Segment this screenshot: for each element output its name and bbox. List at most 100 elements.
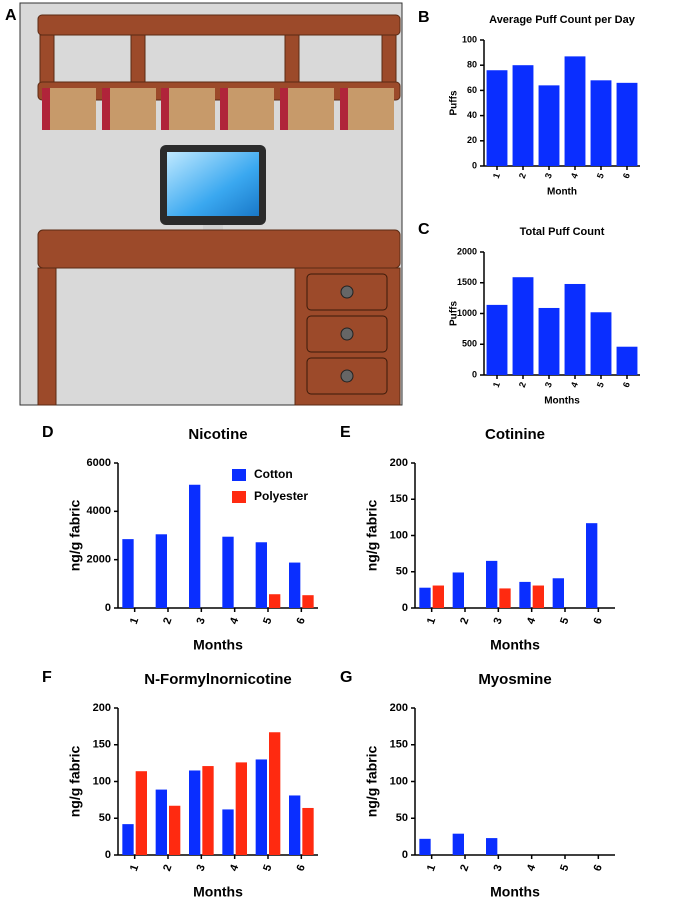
bar	[302, 807, 314, 855]
y-tick-label: 0	[472, 369, 477, 379]
y-tick-label: 1000	[457, 308, 477, 318]
y-axis-label: ng/g fabric	[364, 500, 380, 572]
x-tick-label: 5	[261, 863, 274, 873]
bar	[289, 562, 301, 608]
chart-title: Average Puff Count per Day	[489, 14, 636, 26]
x-tick-label: 4	[228, 615, 242, 626]
x-tick-label: 6	[621, 381, 632, 389]
chart-title: Nicotine	[188, 426, 247, 443]
y-tick-label: 0	[105, 602, 111, 614]
x-tick-label: 5	[595, 381, 606, 389]
bar	[616, 346, 638, 375]
chart-title: Myosmine	[478, 671, 551, 688]
panel-label: D	[42, 424, 54, 441]
x-tick-label: 6	[592, 863, 605, 873]
bar	[519, 581, 531, 608]
y-axis-label: Puffs	[449, 301, 460, 326]
bar	[512, 277, 534, 375]
y-tick-label: 200	[390, 457, 408, 469]
shelf-top	[37, 14, 401, 36]
book	[42, 88, 96, 130]
x-tick-label: 4	[569, 172, 580, 180]
book	[340, 88, 348, 130]
y-tick-label: 40	[467, 110, 477, 120]
panel-label: G	[340, 669, 352, 686]
shelf-post	[130, 34, 146, 84]
x-tick-label: 6	[295, 863, 308, 873]
bar	[452, 572, 464, 608]
bar	[586, 523, 598, 608]
bar	[499, 588, 511, 608]
screen	[167, 152, 259, 216]
bar	[202, 766, 214, 855]
bar	[155, 789, 167, 855]
y-tick-label: 200	[390, 702, 408, 714]
y-tick-label: 50	[396, 566, 408, 578]
x-axis-label: Months	[193, 637, 243, 653]
y-tick-label: 4000	[87, 505, 111, 517]
book	[102, 88, 156, 130]
x-tick-label: 3	[195, 616, 208, 626]
desk-top	[37, 229, 401, 269]
bar	[302, 595, 314, 608]
bar	[590, 80, 612, 166]
y-tick-label: 50	[396, 812, 408, 824]
book	[280, 88, 334, 130]
bar	[122, 539, 134, 608]
bar	[564, 283, 586, 375]
x-tick-label: 6	[295, 616, 308, 626]
chart-title: N-Formylnornicotine	[144, 671, 292, 688]
bar	[289, 795, 301, 855]
y-tick-label: 150	[390, 739, 408, 751]
x-tick-label: 2	[458, 863, 471, 873]
bar	[235, 762, 247, 855]
book	[220, 88, 228, 130]
bar	[452, 833, 464, 855]
y-tick-label: 0	[402, 849, 408, 861]
x-tick-label: 2	[161, 616, 174, 626]
bar	[255, 542, 267, 608]
bar	[269, 732, 281, 855]
panel-label: B	[418, 9, 430, 26]
y-axis-label: ng/g fabric	[67, 746, 83, 818]
x-axis-label: Months	[193, 884, 243, 900]
book	[161, 88, 169, 130]
book	[42, 88, 50, 130]
bar	[169, 805, 181, 855]
bar	[538, 85, 560, 166]
bar	[135, 771, 147, 855]
drawer-knob	[340, 369, 354, 383]
shelf-post	[284, 34, 300, 84]
y-tick-label: 0	[472, 160, 477, 170]
y-tick-label: 100	[390, 775, 408, 787]
y-tick-label: 50	[99, 812, 111, 824]
x-tick-label: 1	[128, 616, 141, 626]
x-axis-label: Months	[490, 637, 540, 653]
chart-title: Total Puff Count	[520, 226, 605, 238]
x-tick-label: 1	[425, 863, 438, 873]
x-axis-label: Month	[547, 187, 577, 198]
book	[340, 88, 394, 130]
chart-title: Cotinine	[485, 426, 545, 443]
bar	[155, 534, 167, 608]
shelf-post	[381, 34, 397, 84]
bar	[486, 304, 508, 375]
y-tick-label: 100	[462, 34, 477, 44]
x-tick-label: 4	[569, 381, 580, 389]
y-tick-label: 20	[467, 135, 477, 145]
bar	[486, 838, 498, 855]
y-tick-label: 0	[402, 602, 408, 614]
x-tick-label: 5	[558, 616, 571, 626]
bar	[222, 536, 234, 608]
x-tick-label: 3	[543, 381, 554, 389]
desk-leg	[37, 267, 57, 406]
bar	[189, 484, 201, 608]
x-tick-label: 1	[491, 172, 502, 180]
y-tick-label: 500	[462, 339, 477, 349]
y-tick-label: 80	[467, 60, 477, 70]
bar	[486, 70, 508, 166]
bar	[616, 82, 638, 166]
y-tick-label: 1500	[457, 277, 477, 287]
x-tick-label: 1	[425, 616, 438, 626]
